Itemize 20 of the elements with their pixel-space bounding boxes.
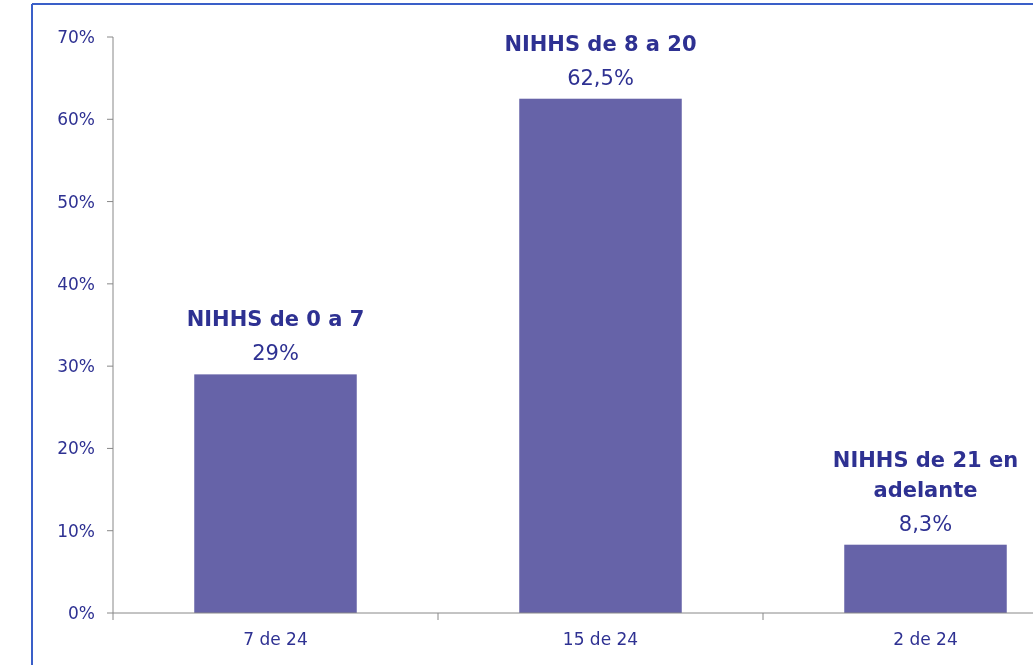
- y-tick-label: 60%: [57, 109, 95, 130]
- y-tick-label: 20%: [57, 438, 95, 459]
- y-tick-label: 30%: [57, 356, 95, 377]
- y-tick-label: 10%: [57, 520, 95, 541]
- data-label: 62,5%: [567, 65, 634, 90]
- bar: [194, 374, 357, 613]
- annotation: NIHHS de 8 a 20: [504, 31, 697, 56]
- x-tick-label: 2 de 24: [893, 629, 958, 649]
- x-tick-label: 7 de 24: [243, 629, 308, 649]
- bar: [519, 98, 682, 613]
- y-tick-label: 50%: [57, 191, 95, 212]
- annotation: NIHHS de 0 a 7: [186, 307, 365, 332]
- y-tick-label: 40%: [57, 273, 95, 294]
- x-tick-label: 15 de 24: [562, 629, 639, 649]
- y-tick-label: 0%: [68, 602, 95, 623]
- annotation: NIHHS de 21 en adelante: [832, 447, 1019, 502]
- y-tick-label: 70%: [57, 26, 95, 47]
- data-label: 8,3%: [898, 511, 953, 536]
- bar: [844, 544, 1007, 613]
- data-label: 29%: [252, 341, 299, 366]
